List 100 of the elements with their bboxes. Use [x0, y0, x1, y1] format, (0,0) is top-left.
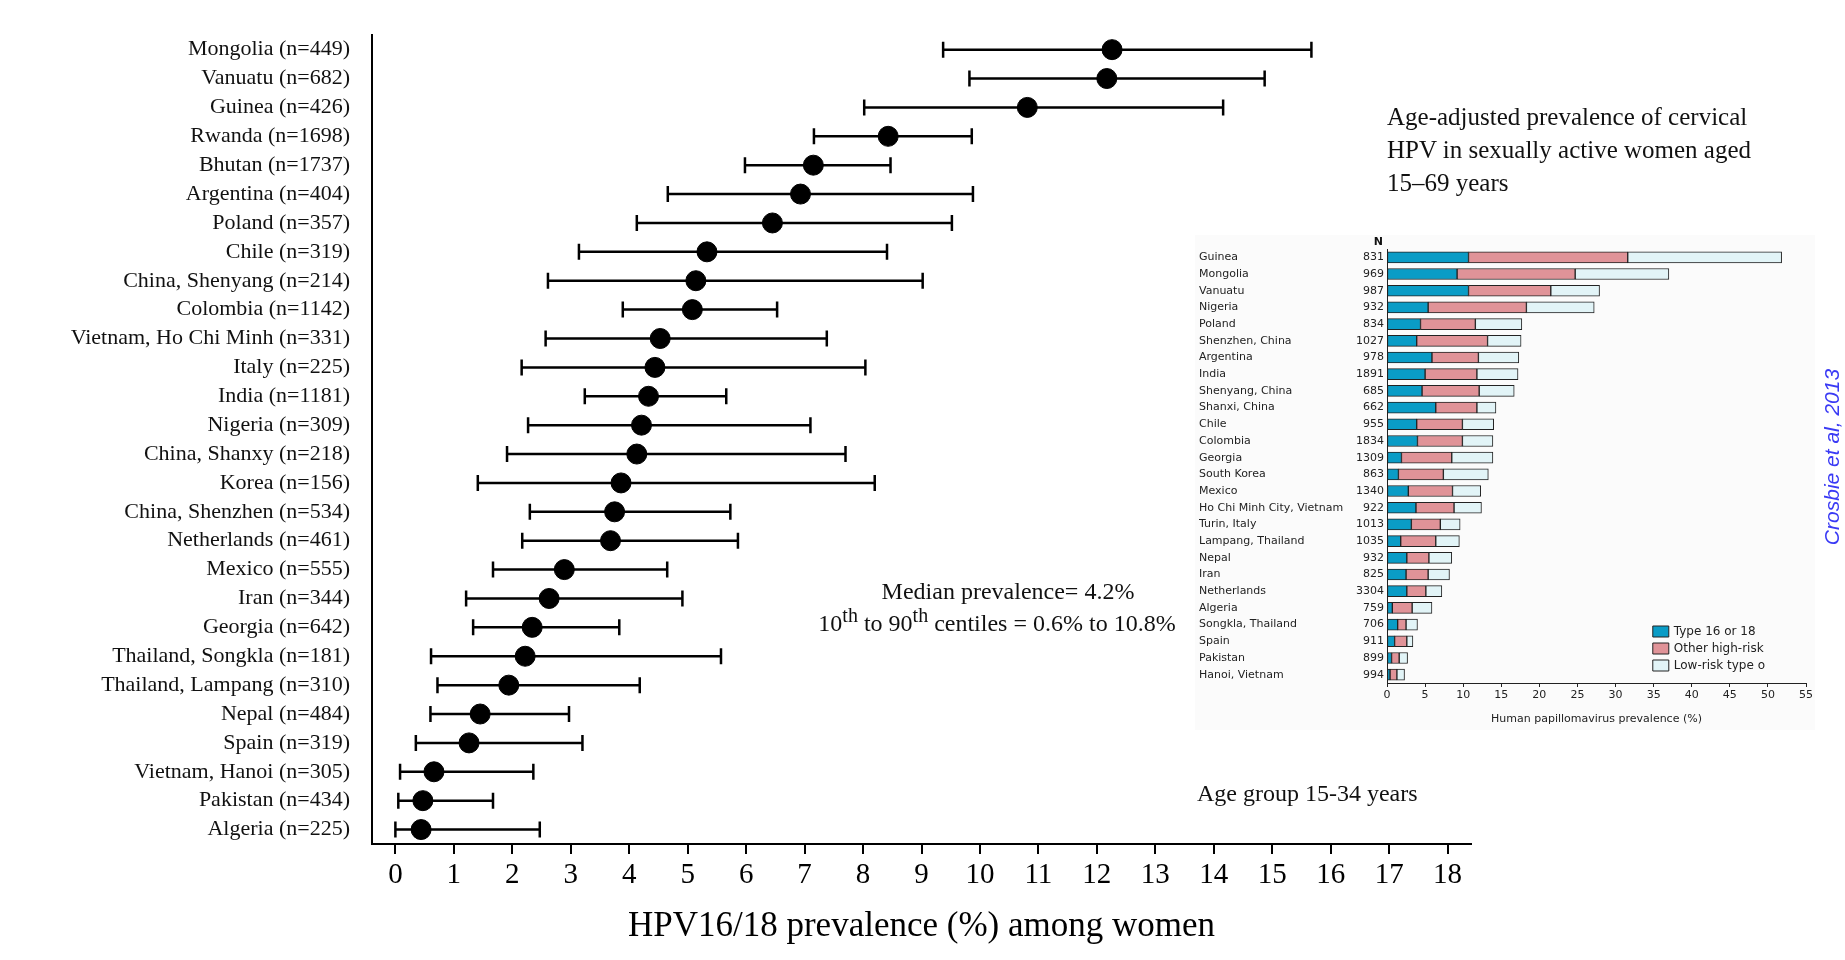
- text: Crosbie et al, 2013: [1820, 368, 1844, 546]
- y-tick-label: Nigeria: [1199, 300, 1239, 314]
- y-tick-label: South Korea: [1199, 467, 1266, 481]
- point: [410, 819, 432, 841]
- x-tick-label: 18: [1433, 857, 1463, 890]
- y2-tick-label: 911: [1363, 634, 1384, 648]
- x-tick-label: 55: [1799, 688, 1813, 702]
- y2-tick-label: 685: [1363, 383, 1384, 397]
- y2-tick-label: 1834: [1356, 433, 1384, 447]
- y-tick-label: Netherlands (n=461): [167, 526, 350, 552]
- point: [802, 154, 824, 176]
- y-tick-label: Lampang, Thailand: [1199, 533, 1305, 547]
- x-tick-label: 2: [505, 857, 520, 890]
- x-tick-label: 0: [1383, 688, 1391, 702]
- y-tick-label: Colombia: [1199, 433, 1251, 447]
- y-tick-label: Shenyang, China: [1199, 383, 1293, 397]
- point: [1016, 96, 1038, 118]
- y-tick-label: Thailand, Songkla (n=181): [112, 642, 350, 668]
- y-tick-label: Thailand, Lampang (n=310): [101, 670, 350, 696]
- y2-tick-label: 922: [1363, 500, 1384, 514]
- y-tick-label: Poland: [1199, 316, 1236, 330]
- y-tick-label: Spain: [1199, 634, 1230, 648]
- y-tick-label: Algeria: [1199, 600, 1238, 614]
- x-tick-label: 20: [1532, 688, 1547, 702]
- y2-tick-label: 1340: [1356, 483, 1384, 497]
- point: [458, 732, 480, 754]
- x-tick-label: 5: [1421, 688, 1429, 702]
- x-tick-label: 0: [388, 857, 403, 890]
- x-tick-label: 3: [563, 857, 579, 890]
- point: [626, 443, 648, 465]
- y-tick-label: Mexico: [1199, 483, 1238, 497]
- x-tick-label: 9: [914, 857, 929, 890]
- y-tick-label: Rwanda (n=1698): [190, 122, 350, 148]
- x-tick-label: 35: [1646, 688, 1661, 702]
- x-tick-label: 14: [1199, 857, 1229, 890]
- legend-label: Low-risk type o: [1673, 658, 1766, 673]
- x-tick-label: 15: [1257, 857, 1287, 890]
- y-tick-label: Iran: [1199, 567, 1221, 581]
- y2-tick-label: 1013: [1356, 517, 1384, 531]
- point: [761, 212, 783, 234]
- y-tick-label: Pakistan (n=434): [198, 786, 350, 812]
- x-tick-label: 17: [1374, 857, 1404, 890]
- y2-axis-title: N: [1373, 234, 1383, 248]
- point: [1096, 68, 1118, 90]
- y-tick-label: Chile: [1199, 417, 1227, 431]
- y2-tick-label: 706: [1363, 617, 1384, 631]
- y2-tick-label: 932: [1363, 550, 1384, 564]
- y2-tick-label: 1309: [1356, 450, 1384, 464]
- point: [685, 270, 707, 292]
- x-tick-label: 40: [1684, 688, 1699, 702]
- y-tick-label: Mongolia: [1199, 266, 1249, 280]
- y-tick-label: Algeria (n=225): [207, 815, 350, 841]
- y-tick-label: Vietnam, Hanoi (n=305): [134, 757, 350, 783]
- y-tick-label: China, Shenyang (n=214): [123, 266, 350, 292]
- point: [1101, 39, 1123, 61]
- y-tick-label: Shenzhen, China: [1199, 333, 1292, 347]
- y2-tick-label: 3304: [1356, 584, 1384, 598]
- y2-tick-label: 932: [1363, 300, 1384, 314]
- y2-tick-label: 825: [1363, 567, 1384, 581]
- point: [600, 530, 622, 552]
- y-tick-label: Netherlands: [1199, 584, 1267, 598]
- x-tick-label: 8: [855, 857, 871, 890]
- y-tick-label: Mongolia (n=449): [187, 35, 350, 61]
- annotation: 10$^{th}$ to 90$^{th}$ centiles = 0.6% to 10.8%: [818, 604, 1176, 637]
- y-tick-label: Ho Chi Minh City, Vietnam: [1199, 500, 1344, 514]
- y-tick-label: Colombia (n=1142): [176, 295, 350, 321]
- y-tick-label: Argentina (n=404): [185, 179, 350, 205]
- y-tick-label: Vanuatu (n=682): [201, 64, 350, 90]
- point: [696, 241, 718, 263]
- point: [514, 645, 536, 667]
- x-tick-label: 16: [1316, 857, 1346, 890]
- y2-tick-label: 1891: [1356, 367, 1384, 381]
- y-tick-label: Nepal: [1199, 550, 1231, 564]
- x-tick-label: 25: [1570, 688, 1585, 702]
- point: [521, 616, 543, 638]
- y2-tick-label: 662: [1363, 400, 1384, 414]
- y-tick-label: Georgia: [1199, 450, 1243, 464]
- y-tick-label: Nigeria (n=309): [207, 410, 350, 436]
- y2-tick-label: 834: [1363, 316, 1384, 330]
- x-tick-label: 45: [1722, 688, 1737, 702]
- y-tick-label: Guinea: [1199, 250, 1239, 264]
- x-tick-label: 12: [1082, 857, 1112, 890]
- x-tick-label: 13: [1140, 857, 1170, 890]
- y-tick-label: Pakistan: [1199, 650, 1246, 664]
- x-tick-label: 1: [446, 857, 462, 890]
- x-tick-label: 15: [1494, 688, 1509, 702]
- y-tick-label: Vanuatu: [1199, 283, 1245, 297]
- y2-tick-label: 987: [1363, 283, 1384, 297]
- y2-tick-label: 969: [1363, 266, 1384, 280]
- point: [877, 125, 899, 147]
- y2-tick-label: 759: [1363, 600, 1384, 614]
- x-tick-label: 50: [1760, 688, 1775, 702]
- y-tick-label: Chile (n=319): [225, 237, 350, 263]
- point: [610, 472, 632, 494]
- y-tick-label: Hanoi, Vietnam: [1199, 667, 1284, 681]
- y-tick-label: Bhutan (n=1737): [198, 150, 350, 176]
- y-tick-label: India (n=1181): [218, 382, 350, 408]
- point: [498, 674, 520, 696]
- x-tick-label: 10: [965, 857, 995, 890]
- annotation: Median prevalence= 4.2%: [881, 578, 1135, 605]
